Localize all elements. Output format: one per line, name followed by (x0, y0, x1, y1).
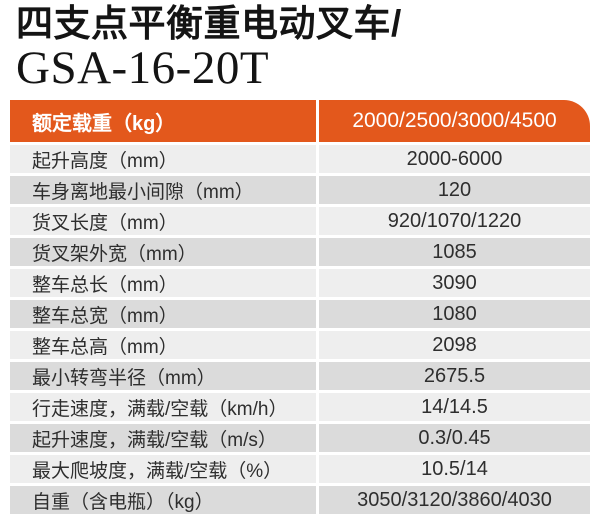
page-title: 四支点平衡重电动叉车/ GSA-16-20T (16, 2, 402, 94)
spec-value: 10.5/14 (319, 455, 590, 483)
table-row: 行走速度，满载/空载（km/h） 14/14.5 (10, 393, 590, 421)
table-row: 车身离地最小间隙（mm） 120 (10, 176, 590, 204)
table-row: 整车总长（mm） 3090 (10, 269, 590, 297)
table-header-row: 额定载重（kg） 2000/2500/3000/4500 (10, 100, 590, 142)
spec-label: 整车总宽（mm） (10, 300, 316, 328)
spec-value: 1085 (319, 238, 590, 266)
table-row: 最大爬坡度，满载/空载（%） 10.5/14 (10, 455, 590, 483)
spec-label: 自重（含电瓶）（kg） (10, 486, 316, 514)
spec-value: 3050/3120/3860/4030 (319, 486, 590, 514)
spec-value: 14/14.5 (319, 393, 590, 421)
header-label-rated-load: 额定载重（kg） (10, 100, 316, 142)
table-row: 货叉长度（mm） 920/1070/1220 (10, 207, 590, 235)
spec-value: 3090 (319, 269, 590, 297)
spec-value: 2098 (319, 331, 590, 359)
spec-table: 额定载重（kg） 2000/2500/3000/4500 起升高度（mm） 20… (10, 100, 590, 517)
spec-label: 货叉长度（mm） (10, 207, 316, 235)
table-row: 最小转弯半径（mm） 2675.5 (10, 362, 590, 390)
spec-label: 整车总高（mm） (10, 331, 316, 359)
table-row: 起升速度，满载/空载（m/s） 0.3/0.45 (10, 424, 590, 452)
spec-label: 整车总长（mm） (10, 269, 316, 297)
spec-label: 最大爬坡度，满载/空载（%） (10, 455, 316, 483)
spec-label: 起升速度，满载/空载（m/s） (10, 424, 316, 452)
spec-label: 行走速度，满载/空载（km/h） (10, 393, 316, 421)
table-row: 起升高度（mm） 2000-6000 (10, 145, 590, 173)
spec-value: 120 (319, 176, 590, 204)
spec-label: 货叉架外宽（mm） (10, 238, 316, 266)
table-row: 货叉架外宽（mm） 1085 (10, 238, 590, 266)
spec-value: 920/1070/1220 (319, 207, 590, 235)
product-model-code: GSA-16-20T (16, 42, 270, 94)
table-row: 整车总宽（mm） 1080 (10, 300, 590, 328)
spec-value: 0.3/0.45 (319, 424, 590, 452)
spec-value: 2675.5 (319, 362, 590, 390)
spec-value: 2000-6000 (319, 145, 590, 173)
spec-label: 最小转弯半径（mm） (10, 362, 316, 390)
spec-label: 起升高度（mm） (10, 145, 316, 173)
spec-value: 1080 (319, 300, 590, 328)
table-row: 整车总高（mm） 2098 (10, 331, 590, 359)
product-name-chinese: 四支点平衡重电动叉车/ (16, 3, 402, 44)
table-row: 自重（含电瓶）（kg） 3050/3120/3860/4030 (10, 486, 590, 514)
spec-label: 车身离地最小间隙（mm） (10, 176, 316, 204)
header-value-rated-load: 2000/2500/3000/4500 (319, 100, 590, 142)
